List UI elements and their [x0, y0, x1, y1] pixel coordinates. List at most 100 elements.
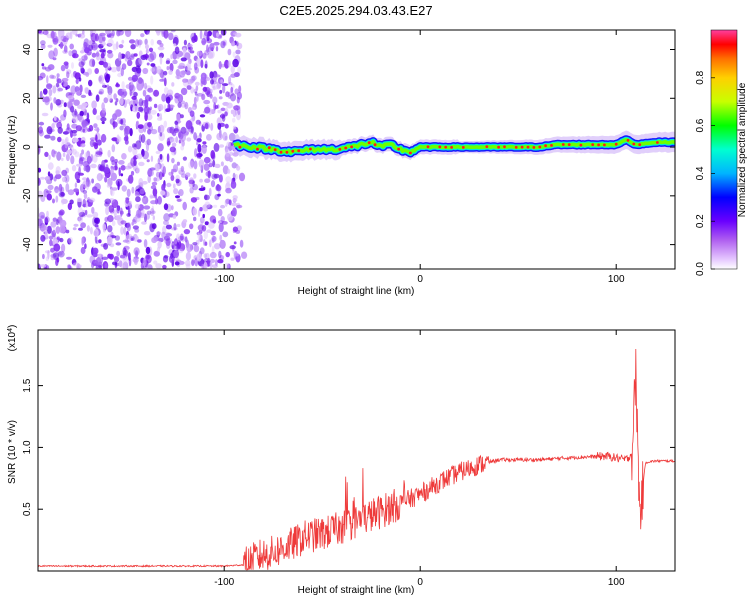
- noise-blob: [170, 174, 175, 181]
- noise-blob: [165, 96, 171, 104]
- noise-blob: [105, 206, 110, 216]
- noise-blob: [227, 48, 232, 56]
- noise-blob: [80, 66, 84, 72]
- noise-blob: [81, 237, 84, 246]
- noise-blob: [135, 250, 139, 258]
- noise-blob: [120, 207, 123, 217]
- noise-blob: [162, 166, 166, 175]
- noise-blob: [88, 92, 93, 97]
- noise-blob: [193, 255, 198, 261]
- noise-blob: [230, 93, 237, 102]
- noise-blob: [142, 67, 149, 75]
- noise-blob: [148, 96, 153, 102]
- noise-blob: [45, 30, 49, 37]
- noise-blob: [127, 76, 133, 81]
- noise-blob: [173, 188, 179, 195]
- noise-blob: [116, 30, 121, 37]
- noise-blob: [96, 173, 103, 182]
- ridge-peak-dot: [514, 145, 518, 149]
- noise-blob: [147, 121, 152, 128]
- noise-blob: [120, 226, 124, 235]
- noise-blob: [232, 125, 237, 130]
- noise-blob: [206, 229, 212, 233]
- noise-blob: [236, 42, 243, 50]
- ridge-peak-dot: [461, 146, 465, 149]
- noise-blob: [189, 46, 193, 51]
- noise-blob: [177, 249, 184, 254]
- noise-blob: [49, 74, 55, 79]
- noise-blob: [232, 105, 238, 110]
- noise-blob: [99, 49, 106, 53]
- noise-blob: [53, 243, 61, 252]
- noise-blob: [122, 239, 130, 243]
- noise-blob: [70, 105, 75, 113]
- noise-blob: [150, 155, 154, 162]
- noise-blob: [135, 153, 143, 160]
- noise-blob: [150, 67, 156, 72]
- noise-blob: [204, 221, 209, 226]
- noise-blob: [106, 184, 111, 188]
- noise-blob: [151, 223, 157, 230]
- noise-blob: [114, 235, 120, 241]
- noise-blob: [49, 235, 54, 240]
- noise-blob: [158, 124, 165, 134]
- noise-blob: [161, 231, 166, 239]
- noise-blob: [119, 254, 126, 259]
- noise-blob: [92, 186, 98, 193]
- noise-blob: [75, 163, 83, 167]
- ridge-peak-dot: [397, 147, 400, 151]
- noise-blob: [67, 144, 74, 149]
- noise-blob: [192, 183, 198, 191]
- ridge-peak-dot: [520, 145, 524, 149]
- noise-blob: [107, 236, 113, 245]
- noise-blob: [222, 231, 229, 238]
- noise-blob: [72, 262, 80, 267]
- ridge-peak-dot: [626, 138, 630, 142]
- noise-blob: [46, 83, 53, 90]
- noise-blob: [68, 236, 74, 245]
- noise-blob: [156, 39, 162, 45]
- noise-blob: [111, 220, 116, 227]
- noise-blob: [65, 183, 70, 193]
- noise-blob: [224, 148, 231, 158]
- noise-blob: [80, 246, 86, 255]
- noise-blob: [213, 85, 219, 90]
- noise-blob: [77, 206, 84, 216]
- noise-blob: [168, 32, 174, 41]
- noise-blob: [105, 30, 111, 35]
- noise-blob: [47, 250, 50, 260]
- noise-blob: [86, 214, 93, 218]
- noise-blob: [48, 50, 55, 60]
- noise-blob: [186, 43, 193, 48]
- noise-blob: [145, 48, 149, 54]
- noise-blob: [154, 163, 160, 172]
- noise-blob: [171, 157, 175, 164]
- noise-blob: [93, 123, 98, 129]
- noise-blob: [69, 43, 74, 50]
- noise-blob: [165, 224, 172, 230]
- x-tick-label: -100: [214, 274, 234, 285]
- noise-blob: [100, 174, 105, 179]
- noise-blob: [220, 40, 226, 49]
- ridge-peak-dot: [591, 143, 595, 147]
- noise-blob: [82, 102, 88, 107]
- noise-blob: [61, 139, 65, 145]
- noise-blob: [161, 93, 167, 102]
- noise-blob: [88, 79, 93, 87]
- spectrogram-noise-region: [38, 30, 250, 269]
- noise-blob: [169, 62, 174, 72]
- y-tick-label: 0.5: [22, 502, 33, 516]
- noise-blob: [147, 128, 152, 135]
- noise-blob: [186, 243, 193, 253]
- noise-blob: [185, 251, 191, 261]
- noise-blob: [97, 253, 104, 258]
- noise-blob: [57, 78, 62, 84]
- noise-blob: [85, 201, 89, 208]
- noise-blob: [162, 255, 169, 263]
- noise-blob: [150, 208, 155, 216]
- noise-blob: [142, 150, 150, 160]
- noise-blob: [177, 260, 185, 265]
- noise-blob: [179, 137, 184, 142]
- noise-blob: [179, 233, 184, 241]
- noise-blob: [159, 132, 163, 137]
